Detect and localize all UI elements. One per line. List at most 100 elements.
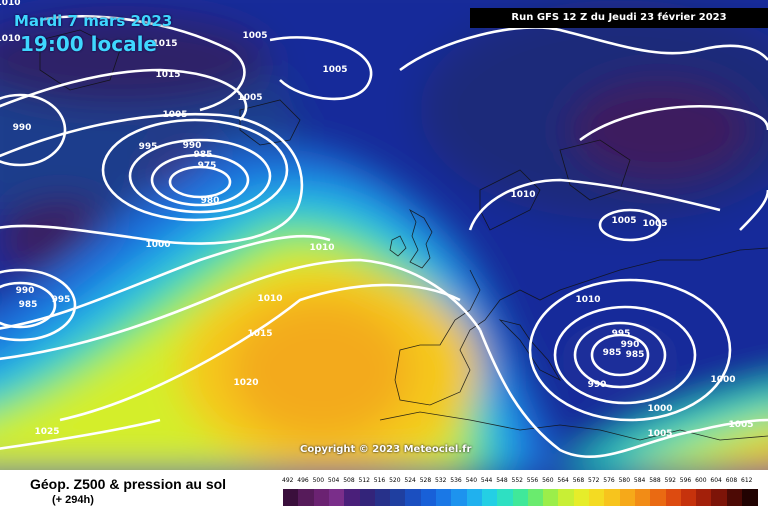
legend-swatch	[512, 489, 529, 506]
legend-swatch	[665, 489, 682, 506]
legend-tick: 492	[282, 477, 294, 484]
legend-tick: 500	[312, 477, 325, 484]
isobar-label: 1010	[0, 0, 21, 8]
isobar-label: 1005	[162, 110, 187, 120]
local-time: 19:00 locale	[20, 32, 157, 56]
isobar-label: 990	[13, 123, 32, 133]
legend-tick: 536	[450, 477, 462, 484]
legend-swatch	[696, 489, 712, 506]
legend-swatch	[604, 489, 621, 506]
isobar-label: 980	[201, 196, 220, 206]
legend-tick: 508	[343, 477, 355, 484]
legend-tick: 564	[557, 477, 569, 484]
legend-swatch	[451, 489, 468, 506]
isobar-label: 985	[626, 350, 645, 360]
isobar-label: 990	[183, 141, 202, 151]
legend-swatch	[573, 489, 590, 506]
isobar-label: 985	[19, 300, 38, 310]
legend-tick: 532	[435, 477, 447, 484]
legend-swatch	[374, 489, 391, 506]
legend-swatch	[527, 489, 544, 506]
legend-tick: 540	[465, 477, 478, 484]
legend-swatch	[619, 489, 636, 506]
isobar-label: 1005	[322, 65, 347, 75]
legend-tick: 528	[419, 477, 432, 484]
legend-tick: 512	[358, 477, 370, 484]
isobar-label: 1000	[647, 404, 672, 414]
isobar-label: 1005	[642, 219, 667, 229]
isobar-label: 1015	[152, 39, 177, 49]
legend-tick: 600	[695, 477, 707, 484]
isobar-label: 995	[612, 329, 631, 339]
isobar-label: 1005	[611, 216, 636, 226]
isobar-labels: 1010 1005 1015 1005 1005 1015 1010 1005 …	[0, 0, 754, 439]
legend-swatch	[742, 489, 758, 506]
legend-swatch	[344, 489, 360, 506]
isobar-label: 1015	[247, 329, 272, 339]
isobar-label: 1000	[145, 240, 170, 250]
legend-tick: 592	[664, 477, 676, 484]
legend-tick: 576	[603, 477, 615, 484]
legend-tick: 548	[496, 477, 508, 484]
legend-swatch	[726, 489, 743, 506]
legend-tick: 544	[480, 477, 493, 484]
legend-swatch	[390, 489, 406, 506]
legend-tick: 568	[572, 477, 585, 484]
isobar-label: 1020	[233, 378, 258, 388]
copyright: Copyright © 2023 Meteociel.fr	[300, 444, 472, 455]
legend-swatch	[313, 489, 330, 506]
isobar-label: 995	[52, 295, 71, 305]
legend-swatch	[481, 489, 498, 506]
isobar-label: 990	[16, 286, 35, 296]
legend-swatch	[543, 489, 559, 506]
color-scale-legend: 492 496 500 504 508 512 516 520 524 528 532 536 540 5…	[282, 477, 758, 509]
model-run-banner: Run GFS 12 Z du Jeudi 23 février 2023	[470, 8, 768, 28]
legend-swatch	[328, 489, 345, 506]
isobar-label: 995	[139, 142, 158, 152]
legend-tick: 596	[679, 477, 692, 484]
isobar-label: 975	[198, 161, 217, 171]
legend-tick: 580	[618, 477, 631, 484]
isobar-label: 990	[588, 380, 607, 390]
isobar-label: 1000	[710, 375, 735, 385]
legend-swatch	[558, 489, 575, 506]
legend-swatch	[405, 489, 422, 506]
weather-map: 1010 1005 1015 1005 1005 1015 1010 1005 …	[0, 0, 768, 470]
legend-tick: 608	[725, 477, 738, 484]
legend-tick: 524	[404, 477, 416, 484]
forecast-hour: (+ 294h)	[52, 494, 94, 506]
legend-tick: 496	[297, 477, 309, 484]
isobars	[0, 14, 768, 459]
coastlines	[39, 29, 768, 441]
forecast-date: Mardi 7 mars 2023	[14, 12, 173, 30]
legend-swatch	[711, 489, 728, 506]
legend-tick: 556	[526, 477, 539, 484]
legend-tick: 572	[588, 477, 600, 484]
legend-tick: 516	[373, 477, 386, 484]
legend-swatch	[359, 489, 376, 506]
isobar-label: 1010	[0, 34, 21, 44]
map-title: Géop. Z500 & pression au sol	[30, 476, 227, 492]
legend-swatch	[298, 489, 315, 506]
legend-swatch	[589, 489, 605, 506]
legend-swatch	[497, 489, 513, 506]
legend-swatch	[283, 489, 299, 506]
legend-tick: 584	[633, 477, 646, 484]
legend-tick: 604	[710, 477, 722, 484]
legend-swatch	[420, 489, 437, 506]
legend-tick: 612	[741, 477, 753, 484]
isobar-label: 985	[603, 348, 622, 358]
legend-tick: 520	[389, 477, 401, 484]
isobar-label: 1005	[242, 31, 267, 41]
isobar-label: 1005	[237, 93, 262, 103]
legend-swatch	[650, 489, 666, 506]
isobar-label: 1025	[34, 427, 59, 437]
isobar-label: 1015	[155, 70, 180, 80]
legend-swatch	[634, 489, 651, 506]
legend-tick: 504	[327, 477, 340, 484]
legend-tick: 560	[542, 477, 554, 484]
isobar-label: 1010	[257, 294, 282, 304]
isobar-label: 1010	[510, 190, 535, 200]
isobar-label: 990	[621, 340, 640, 350]
legend-swatch	[466, 489, 483, 506]
